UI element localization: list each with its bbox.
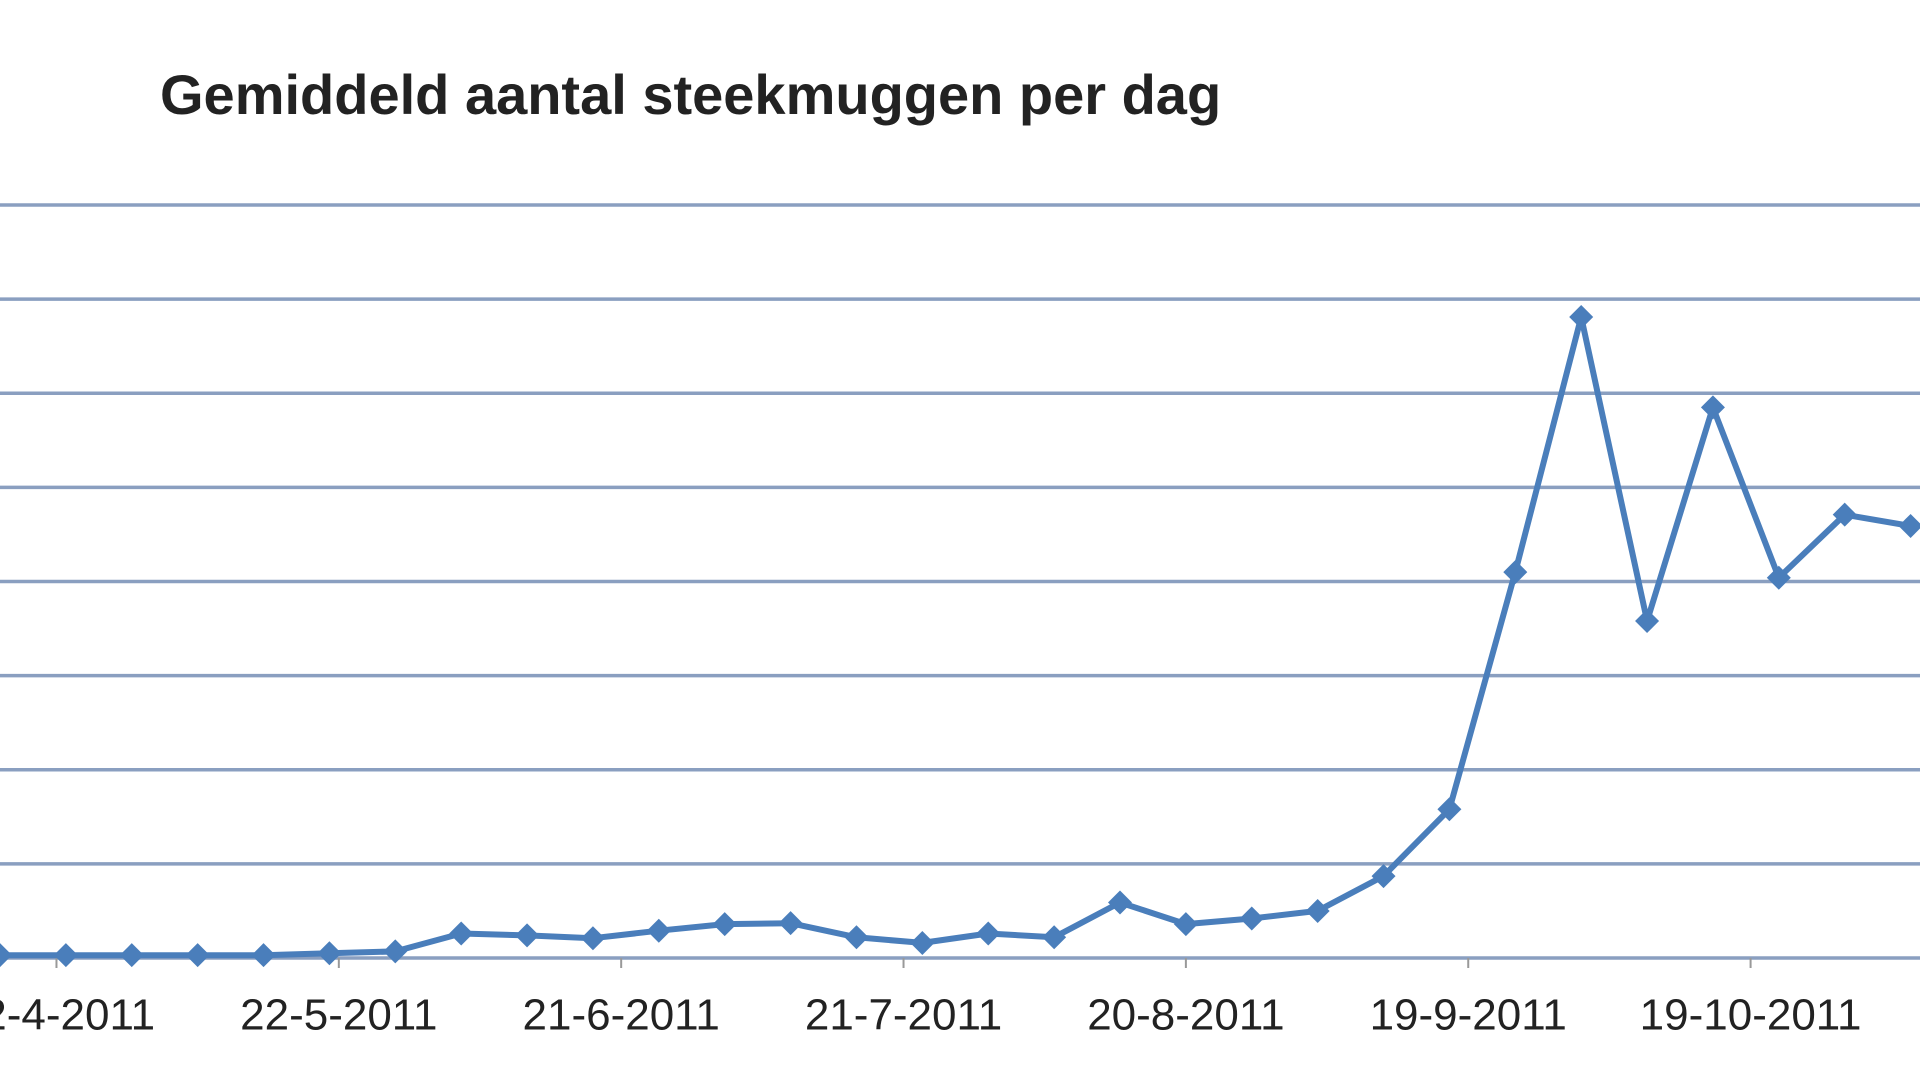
data-point (1239, 906, 1264, 931)
data-point (383, 939, 408, 964)
data-point (1042, 925, 1067, 950)
x-tick-label: 20-8-2011 (1087, 991, 1284, 1040)
data-point (1832, 502, 1857, 527)
data-point (1569, 305, 1594, 330)
data-point (1173, 912, 1198, 937)
data-point (580, 926, 605, 951)
data-point (844, 925, 869, 950)
data-point (646, 918, 671, 943)
data-point (1305, 898, 1330, 923)
data-point (976, 921, 1001, 946)
x-tick-label: 21-7-2011 (805, 991, 1002, 1040)
data-point (185, 943, 210, 968)
data-point (449, 921, 474, 946)
data-point (1700, 395, 1725, 420)
x-tick-label: 22-5-2011 (240, 991, 437, 1040)
x-tick-label: 19-9-2011 (1370, 991, 1567, 1040)
data-point (1635, 609, 1660, 634)
x-tick-label: 19-10-2011 (1640, 991, 1862, 1040)
data-point (119, 943, 144, 968)
chart-title: Gemiddeld aantal steekmuggen per dag (160, 63, 1221, 126)
data-point (1437, 797, 1462, 822)
data-point (1766, 565, 1791, 590)
data-point (515, 923, 540, 948)
data-point (910, 930, 935, 955)
data-point (251, 943, 276, 968)
data-point (53, 943, 78, 968)
data-line (0, 314, 1912, 959)
x-tick-label: 22-4-2011 (0, 991, 155, 1040)
x-tick-label: 21-6-2011 (523, 991, 720, 1040)
data-point (712, 912, 737, 937)
data-point (0, 943, 12, 968)
data-point (1503, 560, 1528, 585)
data-point (1898, 513, 1920, 538)
data-point (1371, 864, 1396, 889)
data-point (778, 911, 803, 936)
data-point (317, 941, 342, 966)
data-point (1108, 890, 1132, 915)
